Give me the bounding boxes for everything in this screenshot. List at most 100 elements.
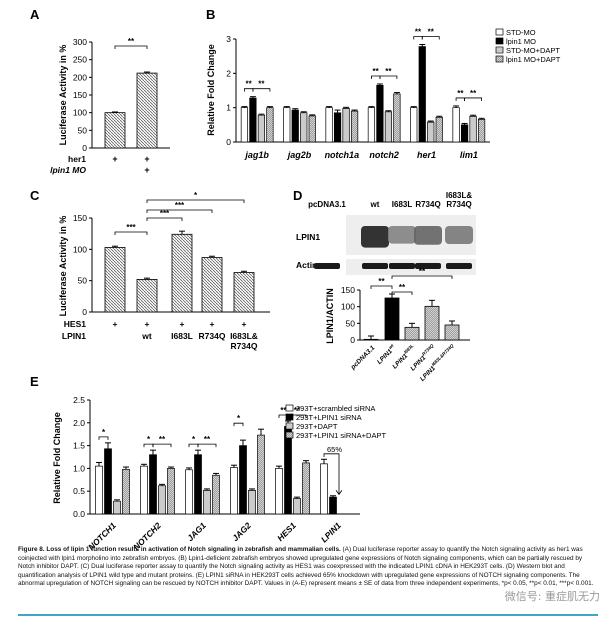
- panel-d-category-label: pcDNA3.1: [349, 344, 377, 372]
- panel-e-bar: [284, 426, 292, 515]
- panel-b-significance-label: **: [258, 80, 265, 89]
- panel-b-chart: 0 1 2 3 Relative Fold Change jag1b ** ** jag2b no…: [206, 27, 561, 160]
- panel-c-significance-label: *: [194, 191, 198, 200]
- panel-c-row-cell: +: [210, 319, 215, 329]
- panel-b-legend-swatch: [495, 46, 504, 54]
- panel-e-significance-bracket: [143, 443, 154, 448]
- panel-b-y-label: Relative Fold Change: [206, 44, 216, 136]
- panel-letter-d: D: [293, 188, 302, 203]
- panel-b-category-label: notch1a: [325, 150, 360, 160]
- panel-e-bar: [302, 462, 310, 515]
- panel-b-bar: [240, 107, 249, 143]
- panel-b-bar: [477, 118, 486, 143]
- panel-e-significance-label: *: [147, 435, 151, 444]
- panel-c-significance-label: ***: [160, 209, 170, 218]
- panel-e-bar: [185, 469, 193, 515]
- panel-d-bar: [384, 297, 400, 341]
- panel-d-y-tick-label: 50: [346, 318, 356, 328]
- panel-c-bar: [136, 279, 158, 313]
- panel-b-significance-bracket: [421, 36, 440, 40]
- panel-b-y-tick-label: 0: [226, 137, 231, 147]
- panel-e-bar: [293, 498, 301, 515]
- panel-d-lane-label: pcDNA3.1: [308, 200, 346, 209]
- panel-b-category-label: notch2: [369, 150, 399, 160]
- panel-c-bar: [171, 233, 193, 313]
- panel-e-category-label: JAG1: [185, 520, 208, 543]
- panel-e-category-label: HES1: [275, 520, 298, 543]
- panel-e-bar: [230, 467, 238, 515]
- panel-e-significance-label: *: [102, 428, 106, 437]
- panel-b-bar: [300, 112, 308, 143]
- panel-e-legend-label: 293T+DAPT: [296, 422, 338, 431]
- panel-c-row-cell: I683L: [171, 331, 193, 341]
- panel-b-significance-bracket: [371, 75, 381, 79]
- panel-b-significance-bracket: [252, 88, 271, 92]
- panel-b-bar: [367, 107, 376, 143]
- panel-b-bar: [376, 84, 384, 143]
- panel-d-bar: [404, 326, 420, 341]
- panel-c-y-tick-label: 100: [73, 244, 87, 254]
- panel-b-legend-label: lpin1 MO+DAPT: [506, 55, 561, 64]
- panel-e-bar: [194, 454, 202, 515]
- panel-b-bar: [291, 109, 299, 143]
- panel-c-significance-label: ***: [175, 201, 185, 210]
- panel-b-bar: [418, 46, 426, 143]
- panel-e-y-tick-label: 2.5: [73, 395, 85, 405]
- panel-b-bar: [342, 108, 350, 143]
- panel-c-row-cell: I683L&: [230, 331, 258, 341]
- panel-e-bar: [320, 463, 328, 515]
- panel-d-blot-row-label: LPIN1: [296, 232, 320, 242]
- panel-a-row-label: her1: [68, 154, 86, 164]
- panel-c-significance-bracket: [114, 231, 148, 235]
- panel-b-category-label: jag2b: [287, 150, 312, 160]
- panel-d-lpin1-band: [388, 226, 416, 244]
- panel-b-significance-bracket: [464, 97, 482, 101]
- panel-c-significance-bracket: [146, 217, 183, 221]
- panel-d-y-label: LPIN1/ACTIN: [325, 288, 335, 344]
- panel-d-lane-label: R734Q: [415, 200, 440, 209]
- panel-d-significance-bracket: [391, 291, 413, 295]
- panel-d-significance-label: **: [378, 277, 385, 286]
- panel-b-category-label: her1: [417, 150, 436, 160]
- panel-b-y-tick-label: 3: [226, 34, 231, 44]
- panel-c-significance-label: ***: [126, 223, 136, 232]
- panel-e-significance-label: **: [159, 435, 166, 444]
- panel-d-lane-label: I683L&: [446, 191, 472, 200]
- panel-b-bar: [257, 114, 266, 143]
- panel-b-legend-swatch: [495, 55, 504, 63]
- panel-d-significance-bracket: [370, 285, 393, 289]
- panel-c-significance-bracket: [146, 209, 213, 213]
- panel-b-bar: [325, 107, 333, 143]
- panel-d-bar: [363, 338, 379, 341]
- panel-b-legend-label: lpin1 MO: [506, 37, 536, 46]
- panel-b-significance-label: **: [373, 67, 380, 76]
- panel-b-bar: [308, 115, 316, 143]
- panel-e-legend-swatch: [285, 431, 294, 439]
- panel-e-bar: [158, 485, 166, 515]
- panel-e-bar: [104, 448, 112, 515]
- panel-e-legend-label: 293T+LPIN1 siRNA: [296, 413, 362, 422]
- panel-c-bar: [201, 257, 223, 313]
- panel-a-row-cell: +: [112, 154, 117, 164]
- panel-b-bar: [452, 107, 460, 143]
- panel-c-significance-bracket: [146, 199, 245, 203]
- panel-d-actin-band: [362, 263, 388, 269]
- panel-a-row-cell: +: [144, 154, 149, 164]
- panel-letter-a: A: [30, 7, 40, 22]
- panel-c-row-cell: R734Q: [231, 341, 258, 351]
- panel-e-significance-label: *: [237, 414, 241, 423]
- panel-c-row-cell: +: [180, 319, 185, 329]
- panel-e-significance-label: **: [204, 435, 211, 444]
- panel-b-significance-label: **: [470, 89, 477, 98]
- panel-b-bar: [460, 124, 469, 143]
- panel-c-row-cell: +: [242, 319, 247, 329]
- panel-e-bar: [203, 489, 211, 515]
- panel-d-actin-band: [389, 263, 415, 269]
- panel-b-significance-label: **: [385, 67, 392, 76]
- panel-b-legend-swatch: [495, 37, 504, 45]
- panel-e-y-tick-label: 0.0: [73, 509, 85, 519]
- panel-e-bar: [275, 468, 283, 515]
- panel-letter-b: B: [206, 7, 215, 22]
- panel-a-y-tick-label: 0: [82, 143, 87, 153]
